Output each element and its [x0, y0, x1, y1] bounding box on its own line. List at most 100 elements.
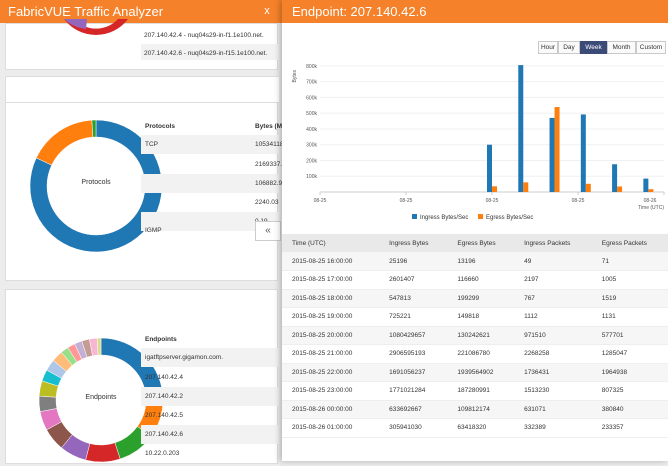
table-cell: 130242621 [447, 326, 515, 345]
table-cell: 149818 [447, 307, 515, 327]
y-tick-label: 100k [306, 174, 317, 180]
bar-ingress [549, 117, 555, 192]
bar-ingress [580, 114, 586, 192]
top-donut-fragment [64, 19, 128, 36]
list-item[interactable]: 207.140.42.4 - nuq04s29-in-f1.1e100.net. [144, 32, 264, 39]
column-header[interactable]: Ingress Packets [514, 234, 592, 252]
table-cell: 2015-08-25 17:00:00 [282, 270, 380, 290]
y-tick-label: 600k [306, 95, 317, 101]
panel-title: Endpoint: 207.140.42.6 [292, 4, 427, 19]
range-button-month[interactable]: Month [607, 41, 636, 54]
table-cell: 116660 [447, 270, 515, 290]
bar-egress [492, 186, 497, 192]
table-cell: 2015-08-25 23:00:00 [282, 381, 380, 401]
bar-egress [585, 183, 591, 192]
column-header[interactable]: Egress Packets [591, 234, 668, 252]
table-row[interactable]: 2015-08-25 23:00:00 1771021284 187280991 15… [282, 381, 668, 401]
table-cell: 1519 [591, 289, 668, 308]
protocols-header: Protocols [145, 123, 175, 130]
x-tick-label: 08-26 [644, 198, 657, 204]
table-cell: 971510 [514, 326, 592, 345]
endpoint-item[interactable]: 207.140.42.5 [145, 412, 183, 419]
table-cell: 380840 [591, 400, 668, 419]
table-cell: 1771021284 [379, 381, 448, 401]
table-cell: 1939564902 [447, 363, 515, 382]
list-item[interactable]: 207.140.42.6 - nuq04s29-in-f15.1e100.net… [144, 50, 268, 57]
bar-egress [648, 189, 654, 192]
column-header[interactable]: Time (UTC) [282, 234, 380, 252]
table-cell: 2015-08-26 00:00:00 [282, 400, 380, 419]
y-tick-label: 500k [306, 111, 317, 117]
table-cell: 2015-08-25 18:00:00 [282, 289, 380, 308]
close-button[interactable]: x [264, 5, 270, 17]
table-cell: 2268258 [514, 344, 592, 364]
donut-slice [85, 442, 121, 463]
table-cell: 547813 [379, 289, 448, 308]
table-cell: 305941030 [379, 418, 448, 438]
table-cell: 725221 [379, 307, 448, 327]
endpoint-item[interactable]: 10.22.0.203 [145, 450, 180, 457]
app-title: FabricVUE Traffic Analyzer [8, 4, 164, 19]
range-button-hour[interactable]: Hour [538, 41, 558, 54]
table-row[interactable]: 2015-08-25 18:00:00 547813 199299 767 1519 [282, 289, 668, 308]
table-row[interactable]: 2015-08-25 19:00:00 725221 149818 1112 1131 [282, 307, 668, 327]
table-row[interactable]: 2015-08-25 22:00:00 1691056237 1939564902 1… [282, 363, 668, 382]
y-tick-label: 700k [306, 80, 317, 86]
table-cell: 1131 [591, 307, 668, 327]
table-row[interactable]: 2015-08-25 17:00:00 2601407 116660 2197 1005 [282, 270, 668, 290]
protocols-card: Protocols Protocols Bytes (Mi TCP 105341… [5, 76, 286, 281]
table-cell: 807325 [591, 381, 668, 401]
column-header[interactable]: Egress Bytes [447, 234, 515, 252]
table-cell: 199299 [447, 289, 515, 308]
endpoints-top-card: 207.140.42.4 - nuq04s29-in-f1.1e100.net.… [5, 19, 279, 70]
bar-egress [554, 107, 560, 192]
bar-egress [523, 182, 529, 192]
table-cell: 2197 [514, 270, 592, 290]
y-tick-label: 400k [306, 127, 317, 133]
x-tick-label: 08-25 [486, 198, 499, 204]
table-cell: 2015-08-25 16:00:00 [282, 252, 380, 271]
table-cell: 631071 [514, 400, 592, 419]
bar-ingress [518, 65, 524, 192]
legend-label: Ingress Bytes/Sec [420, 215, 468, 221]
table-row[interactable]: 2015-08-26 00:00:00 633692667 109812174 631… [282, 400, 668, 419]
x-axis-label: Time (UTC) [638, 205, 664, 211]
table-cell: 1080429657 [379, 326, 448, 345]
table-row[interactable]: 2015-08-25 20:00:00 1080429657 130242621 97… [282, 326, 668, 345]
table-row[interactable]: 2015-08-25 16:00:00 25196 13196 49 71 [282, 252, 668, 271]
traffic-bar-chart: 100k 200k 300k 400k 500k 600k 700k 800k Bytes 08-… [292, 64, 665, 221]
table-cell: 2015-08-25 19:00:00 [282, 307, 380, 327]
range-button-week[interactable]: Week [580, 41, 607, 54]
column-header[interactable]: Ingress Bytes [379, 234, 448, 252]
table-cell: 1005 [591, 270, 668, 290]
table-row[interactable]: 2015-08-25 21:00:00 2906595193 221086780 22… [282, 344, 668, 364]
table-row[interactable]: 2015-08-26 01:00:00 305941030 63418320 3323… [282, 418, 668, 438]
table-cell: 2906595193 [379, 344, 448, 364]
endpoint-item[interactable]: igatftpserver.gigamon.com. [145, 354, 224, 361]
legend-swatch [412, 214, 417, 219]
table-cell: 2015-08-26 01:00:00 [282, 418, 380, 438]
table-cell: 71 [591, 252, 668, 271]
y-tick-label: 300k [306, 143, 317, 149]
bar-ingress [487, 144, 492, 192]
y-axis-label: Bytes [292, 70, 298, 83]
table-cell: 13196 [447, 252, 515, 271]
table-cell: 1513230 [514, 381, 592, 401]
panel-header: Endpoint: 207.140.42.6 [282, 0, 668, 23]
endpoint-item[interactable]: 207.140.42.6 [145, 431, 183, 438]
y-tick-label: 800k [306, 64, 317, 70]
donut-label: Protocols [81, 179, 111, 186]
range-button-custom[interactable]: Custom [636, 41, 666, 54]
donut-slice [91, 119, 97, 138]
table-cell: 109812174 [447, 400, 515, 419]
donut-slice [35, 119, 94, 166]
bar-ingress [643, 178, 649, 192]
endpoints-header: Endpoints [145, 336, 177, 343]
table-cell: 767 [514, 289, 592, 308]
endpoint-item[interactable]: 207.140.42.2 [145, 393, 183, 400]
collapse-panel-button[interactable]: « [255, 221, 281, 241]
donut-slice [96, 337, 102, 356]
bar-egress [617, 186, 623, 192]
endpoint-item[interactable]: 207.140.42.4 [145, 374, 183, 381]
range-button-day[interactable]: Day [558, 41, 580, 54]
